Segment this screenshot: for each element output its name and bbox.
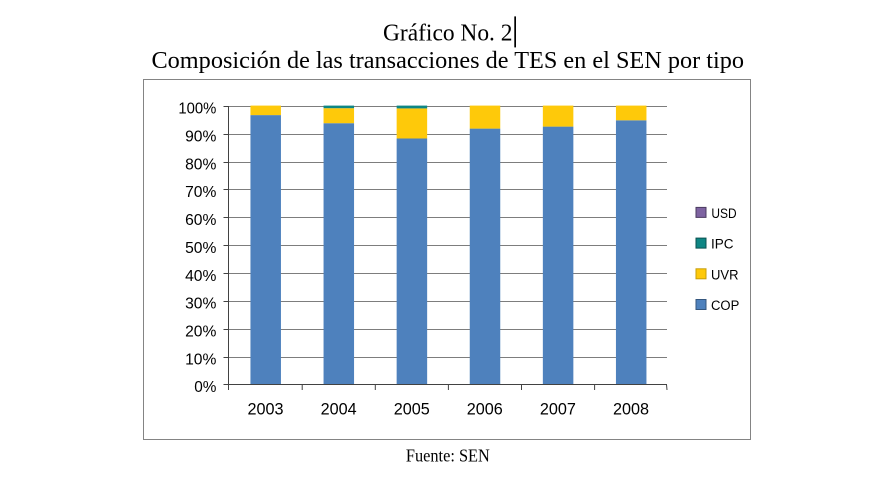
svg-text:0%: 0%: [194, 379, 216, 396]
svg-text:USD: USD: [711, 206, 736, 222]
svg-text:Fuente: SEN: Fuente: SEN: [406, 446, 490, 466]
svg-text:20%: 20%: [185, 324, 217, 341]
svg-text:UVR: UVR: [711, 267, 739, 283]
svg-text:Composición de las transaccion: Composición de las transacciones de TES …: [152, 48, 745, 74]
svg-text:IPC: IPC: [711, 237, 734, 253]
svg-text:2007: 2007: [540, 401, 576, 419]
svg-text:2006: 2006: [467, 401, 503, 419]
svg-text:2008: 2008: [613, 401, 649, 419]
svg-text:70%: 70%: [185, 184, 217, 201]
svg-text:40%: 40%: [185, 268, 217, 285]
svg-text:10%: 10%: [185, 351, 217, 368]
svg-text:2003: 2003: [247, 401, 283, 419]
svg-text:90%: 90%: [185, 129, 217, 146]
svg-text:Gráfico No. 2: Gráfico No. 2: [383, 20, 513, 46]
svg-text:50%: 50%: [185, 240, 217, 257]
svg-text:60%: 60%: [185, 212, 217, 229]
svg-text:30%: 30%: [185, 296, 217, 313]
svg-text:COP: COP: [711, 298, 739, 314]
svg-text:2005: 2005: [394, 401, 430, 419]
svg-text:80%: 80%: [185, 156, 217, 173]
svg-text:100%: 100%: [178, 101, 216, 118]
svg-text:2004: 2004: [321, 401, 357, 419]
